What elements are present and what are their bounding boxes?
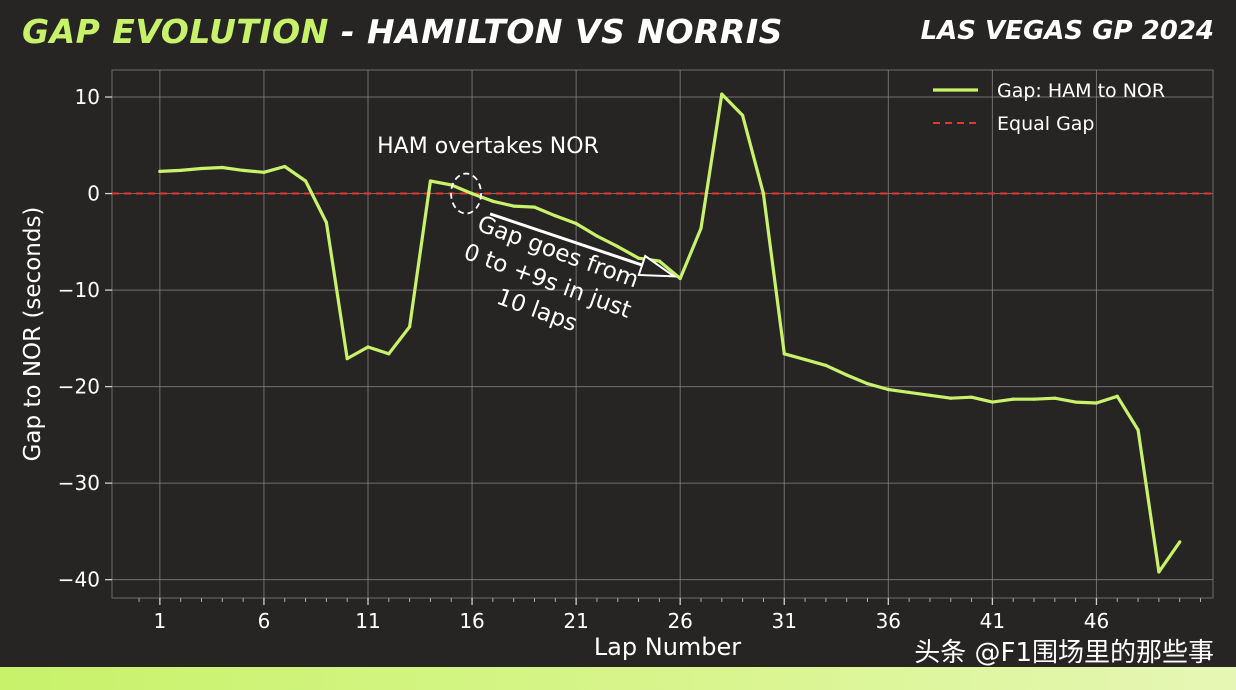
data-point	[824, 363, 828, 367]
data-point	[803, 357, 807, 362]
data-point	[1074, 400, 1078, 404]
data-point	[969, 395, 974, 399]
y-axis-label: Gap to NOR (seconds)	[20, 207, 46, 462]
plot-frame	[111, 69, 1214, 599]
data-point	[574, 221, 578, 226]
y-tick-label: −40	[58, 568, 100, 592]
data-point	[345, 357, 349, 361]
data-point	[678, 276, 682, 281]
data-point	[1178, 540, 1182, 544]
legend-label-gap: Gap: HAM to NOR	[997, 80, 1165, 102]
data-point	[408, 325, 412, 329]
bottom-accent-bar	[0, 667, 1236, 690]
data-point	[907, 390, 911, 394]
x-tick-label: 36	[876, 609, 901, 633]
data-point	[699, 226, 703, 230]
data-point	[470, 191, 474, 196]
event-name: LAS VEGAS GP 2024	[920, 16, 1214, 46]
data-point	[179, 168, 183, 172]
x-tick-label: 41	[980, 609, 1005, 633]
data-point	[595, 234, 599, 238]
data-point	[199, 166, 204, 171]
y-tick-label: 0	[87, 182, 100, 206]
x-tick-label: 1	[154, 609, 167, 633]
annotation-arrow-head	[637, 254, 678, 278]
data-point	[720, 92, 724, 96]
legend-label-equal: Equal Gap	[997, 113, 1095, 135]
data-point	[657, 259, 661, 263]
annotation-arrow-shaft	[489, 212, 647, 268]
x-tick-label: 31	[772, 609, 797, 633]
annotation-overtake: HAM overtakes NOR	[377, 134, 599, 159]
data-point	[1032, 397, 1036, 401]
y-tick-label: 10	[75, 85, 100, 109]
watermark: 头条 @F1围场里的那些事	[914, 638, 1214, 668]
data-point	[928, 393, 932, 397]
header: GAP EVOLUTION - HAMILTON VS NORRIS LAS V…	[0, 0, 1236, 62]
title-rest: - HAMILTON VS NORRIS	[328, 12, 783, 51]
data-point	[553, 214, 557, 218]
legend: Gap: HAM to NOR Equal Gap	[933, 80, 1165, 135]
x-tick-label: 16	[459, 609, 484, 633]
page-title: GAP EVOLUTION - HAMILTON VS NORRIS	[22, 12, 783, 51]
data-point	[782, 352, 786, 356]
data-point	[1115, 394, 1119, 398]
data-point	[262, 170, 266, 174]
y-tick-label: −30	[58, 471, 100, 495]
data-point	[865, 382, 870, 386]
data-point	[741, 113, 745, 117]
x-tick-label: 46	[1084, 609, 1109, 633]
data-point	[220, 165, 224, 170]
x-tick-label: 11	[355, 609, 380, 633]
x-tick-label: 21	[563, 609, 588, 633]
data-point	[761, 191, 766, 196]
series-line-gap	[158, 92, 1182, 574]
y-tick-label: −10	[58, 278, 100, 302]
y-tick-label: −20	[58, 375, 100, 399]
data-point	[491, 199, 495, 203]
data-point	[158, 169, 162, 173]
data-point	[283, 164, 287, 169]
data-point	[428, 179, 433, 183]
data-point	[387, 352, 391, 356]
data-point	[1157, 570, 1161, 574]
data-point	[636, 256, 641, 260]
data-point	[324, 220, 328, 225]
data-point	[990, 400, 994, 404]
data-point	[1053, 396, 1057, 400]
data-point	[303, 179, 308, 183]
data-point	[512, 204, 516, 208]
data-point	[616, 245, 620, 249]
overtake-marker	[450, 172, 482, 215]
data-point	[886, 387, 890, 392]
data-point	[949, 396, 953, 400]
data-point	[241, 168, 245, 172]
x-tick-label: 6	[258, 609, 271, 633]
data-point	[1011, 397, 1015, 401]
x-axis-label: Lap Number	[594, 633, 741, 661]
title-accent: GAP EVOLUTION	[22, 12, 329, 51]
data-point	[845, 373, 849, 377]
data-point	[1094, 401, 1099, 405]
data-point	[366, 345, 370, 349]
data-point	[1136, 428, 1140, 432]
data-point	[532, 205, 537, 209]
x-tick-label: 26	[667, 609, 692, 633]
